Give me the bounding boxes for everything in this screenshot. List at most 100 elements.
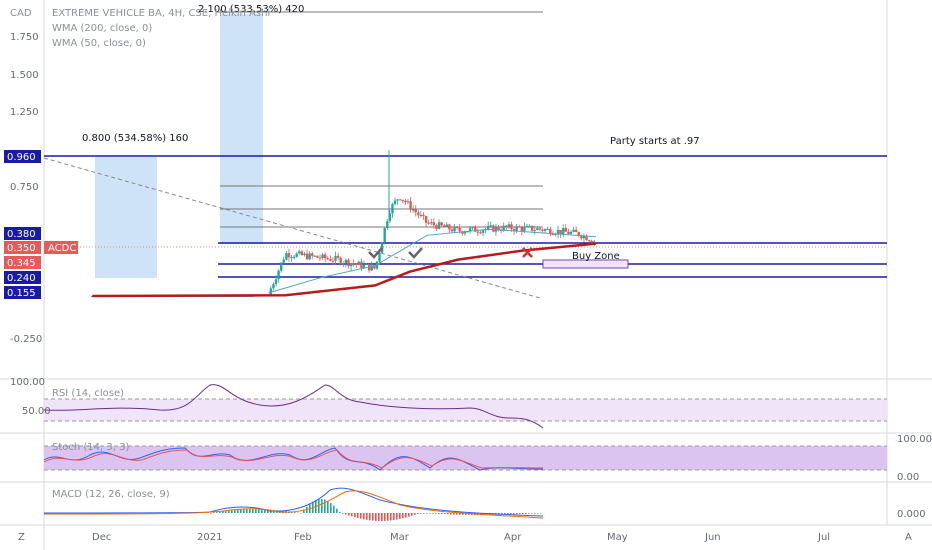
candle bbox=[461, 231, 464, 234]
candle bbox=[357, 261, 361, 265]
candle bbox=[471, 226, 474, 229]
macd-bar bbox=[264, 509, 266, 513]
candle bbox=[292, 256, 296, 258]
candle bbox=[290, 257, 293, 259]
buy-zone-label: Buy Zone bbox=[572, 251, 620, 262]
check-mark-icon bbox=[408, 247, 423, 259]
candle bbox=[391, 204, 394, 214]
macd-bar bbox=[318, 499, 320, 513]
macd-bar bbox=[432, 513, 434, 514]
party-label: Party starts at .97 bbox=[610, 136, 700, 147]
auto-scale-icon[interactable]: A bbox=[905, 532, 912, 543]
macd-bar bbox=[465, 513, 467, 515]
trend-line[interactable] bbox=[43, 157, 541, 299]
stoch-legend: Stoch (14, 3, 3) bbox=[52, 442, 129, 453]
candle bbox=[339, 257, 342, 265]
macd-bar bbox=[519, 513, 521, 515]
candle bbox=[378, 252, 381, 262]
price-badge-text: 0.380 bbox=[7, 229, 36, 240]
candle bbox=[525, 225, 529, 227]
price-badge bbox=[4, 256, 41, 269]
wma50-legend: WMA (50, close, 0) bbox=[52, 38, 146, 49]
candle bbox=[481, 230, 485, 233]
candle bbox=[318, 257, 322, 259]
macd-bar bbox=[234, 510, 236, 513]
macd-bar bbox=[324, 499, 326, 513]
macd-bar bbox=[294, 512, 296, 513]
candle bbox=[458, 228, 461, 232]
macd-bar bbox=[348, 513, 350, 516]
candle bbox=[298, 251, 301, 254]
candle bbox=[556, 229, 560, 235]
candle bbox=[577, 232, 580, 236]
macd-bar bbox=[336, 508, 338, 513]
macd-bar bbox=[210, 513, 212, 514]
candle bbox=[274, 279, 278, 285]
candle bbox=[269, 288, 273, 295]
zoom-reset-icon[interactable]: Z bbox=[18, 532, 25, 543]
check-mark-icon bbox=[368, 247, 383, 259]
candle bbox=[316, 255, 319, 258]
candle bbox=[468, 228, 472, 232]
price-badge bbox=[4, 241, 41, 254]
macd-bar bbox=[255, 509, 257, 513]
candle bbox=[393, 200, 397, 205]
candle bbox=[445, 224, 448, 228]
rsi-band bbox=[44, 399, 887, 421]
macd-bar bbox=[462, 513, 464, 515]
buy-zone-box[interactable] bbox=[542, 259, 629, 269]
price-badge-text: 0.155 bbox=[7, 288, 36, 299]
stoch-tick: 0.00 bbox=[897, 472, 919, 483]
macd-bar bbox=[222, 511, 224, 513]
macd-bar bbox=[537, 513, 539, 514]
candle bbox=[533, 230, 536, 232]
candle bbox=[507, 224, 511, 228]
candle bbox=[523, 226, 526, 232]
projection-box-2[interactable] bbox=[220, 14, 263, 244]
wma200-line bbox=[92, 242, 597, 298]
x-mark-icon bbox=[522, 247, 533, 258]
candle bbox=[520, 227, 524, 232]
macd-bar bbox=[459, 513, 461, 515]
candle bbox=[380, 242, 384, 253]
wma50-line bbox=[268, 228, 597, 294]
macd-bar bbox=[384, 513, 386, 521]
candle bbox=[285, 253, 288, 260]
candle bbox=[453, 226, 456, 232]
candle bbox=[554, 234, 557, 236]
macd-bar bbox=[225, 511, 227, 513]
candle bbox=[344, 259, 348, 264]
macd-bar bbox=[402, 513, 404, 519]
y-tick: 0.750 bbox=[10, 182, 39, 193]
candle bbox=[476, 231, 480, 233]
x-tick: Apr bbox=[504, 532, 522, 543]
macd-bar bbox=[522, 513, 524, 515]
macd-bar bbox=[429, 513, 431, 514]
macd-bar bbox=[246, 509, 248, 513]
macd-bar bbox=[237, 509, 239, 513]
candle bbox=[414, 209, 417, 213]
macd-bar bbox=[360, 513, 362, 519]
candle bbox=[422, 214, 425, 217]
macd-bar bbox=[426, 513, 428, 514]
candle bbox=[492, 225, 495, 232]
macd-bar bbox=[447, 513, 449, 515]
rsi-tick: 50.00 bbox=[22, 406, 51, 417]
macd-bar bbox=[531, 513, 533, 514]
candle bbox=[518, 226, 521, 228]
candle bbox=[551, 234, 555, 236]
price-badge-text: 0.240 bbox=[7, 273, 36, 284]
macd-bar bbox=[399, 513, 401, 519]
macd-bar bbox=[303, 509, 305, 513]
macd-bar bbox=[297, 512, 299, 514]
candle bbox=[287, 253, 291, 258]
candle bbox=[432, 222, 436, 226]
macd-bar bbox=[243, 509, 245, 513]
x-tick: 2021 bbox=[197, 532, 222, 543]
candle bbox=[437, 222, 441, 229]
candle bbox=[342, 263, 345, 265]
candle bbox=[502, 225, 505, 231]
macd-bar bbox=[504, 513, 506, 515]
projection-box-1[interactable] bbox=[95, 157, 157, 278]
candle bbox=[329, 258, 332, 261]
